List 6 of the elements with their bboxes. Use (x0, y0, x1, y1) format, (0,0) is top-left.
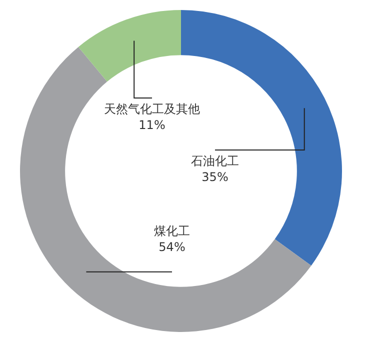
slice-label: 天然气化工及其他 (104, 102, 200, 116)
data-label: 35% (202, 170, 228, 184)
slice-label: 煤化工 (154, 224, 190, 238)
data-label: 54% (158, 240, 186, 254)
data-label: 11% (138, 118, 166, 132)
slice-label: 石油化工 (191, 154, 239, 168)
